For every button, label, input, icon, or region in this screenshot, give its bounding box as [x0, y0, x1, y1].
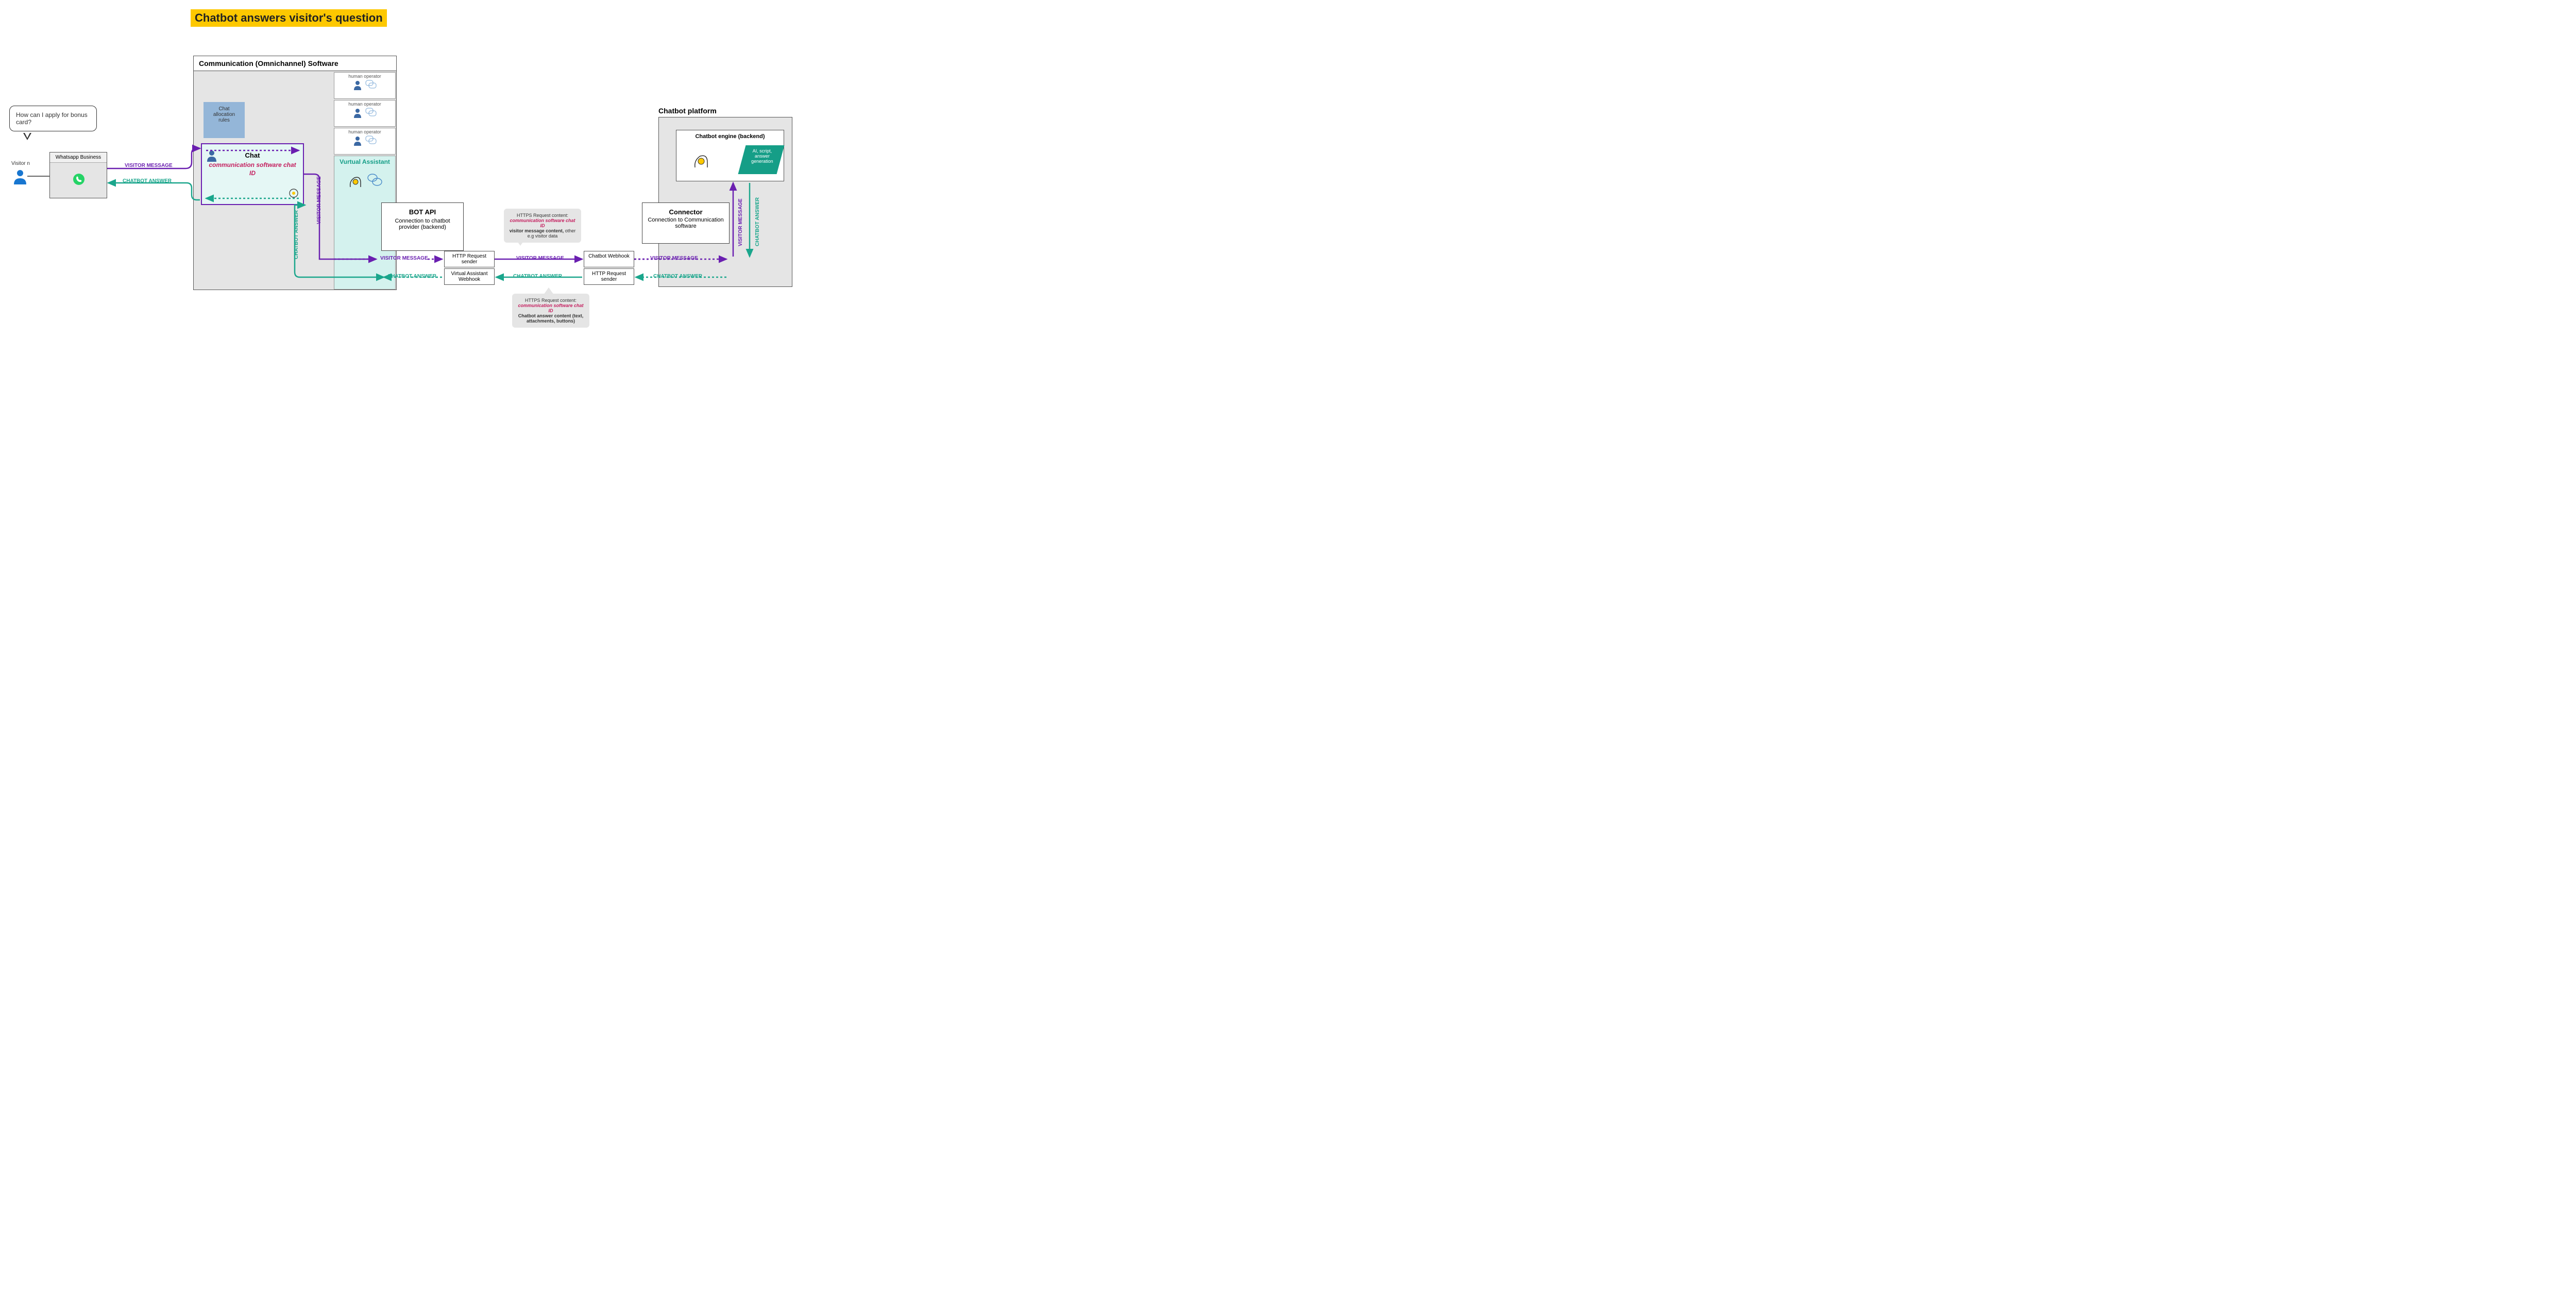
comm-software-title: Communication (Omnichannel) Software: [194, 56, 396, 71]
chatbot-engine-title: Chatbot engine (backend): [676, 130, 784, 143]
operator-person-icon: [353, 80, 362, 90]
bot-api-title: BOT API: [386, 208, 459, 216]
http-request-sender-2: HTTP Request sender: [584, 268, 634, 285]
callout-request-visitor: HTTPS Request content: communication sof…: [504, 209, 581, 243]
operator-chat-icon: [365, 80, 377, 89]
bot-api-box: BOT API Connection to chatbot provider (…: [381, 202, 464, 251]
callout2-line1: HTTPS Request content:: [516, 298, 585, 303]
arrow-label-visitor-msg-1: VISITOR MESSAGE: [125, 163, 173, 168]
visitor-speech-bubble: How can I apply for bonus card?: [9, 106, 97, 131]
virtual-assistant-title: Vurtual Assistant: [334, 156, 395, 167]
callout1-line3: visitor message content,: [510, 228, 564, 233]
arrow-label-visitor-msg-v2: VISITOR MESSAGE: [738, 198, 743, 246]
arrow-label-visitor-msg-3: VISITOR MESSAGE: [516, 256, 564, 261]
chat-title: Chat: [206, 151, 299, 159]
chat-operator-icon: [206, 149, 217, 164]
arrow-label-visitor-msg-2: VISITOR MESSAGE: [380, 256, 428, 261]
engine-head-gear-icon: [692, 151, 709, 171]
callout2-tail: [544, 287, 554, 295]
chatbot-webhook-box: Chatbot Webhook: [584, 251, 634, 267]
human-operator-2: human operator: [334, 100, 396, 127]
va-webhook-box: Virtual Assistant Webhook: [444, 268, 495, 285]
whatsapp-icon: [73, 173, 85, 188]
arrow-label-visitor-msg-v1: VISITOR MESSAGE: [316, 176, 322, 224]
bot-api-subtitle: Connection to chatbot provider (backend): [386, 218, 459, 230]
human-operator-3: human operator: [334, 128, 396, 155]
connector-subtitle: Connection to Communication software: [647, 217, 725, 229]
chat-subtitle: communication software chat ID: [206, 161, 299, 177]
whatsapp-box: Whatsapp Business: [49, 152, 107, 198]
arrow-label-visitor-msg-4: VISITOR MESSAGE: [650, 256, 698, 261]
callout-request-answer: HTTPS Request content: communication sof…: [512, 294, 589, 328]
arrow-label-chatbot-ans-1: CHATBOT ANSWER: [123, 178, 172, 184]
operator-person-icon: [353, 108, 362, 118]
operator-person-icon: [353, 135, 362, 146]
visitor-person-icon: [13, 169, 27, 187]
human-operator-1: human operator: [334, 72, 396, 99]
arrow-label-chatbot-ans-4: CHATBOT ANSWER: [653, 274, 702, 279]
operator-chat-icon: [365, 108, 377, 117]
va-chat-icon: [367, 173, 382, 187]
http-request-sender-1: HTTP Request sender: [444, 251, 495, 267]
connector-box: Connector Connection to Communication so…: [642, 202, 730, 244]
callout1-line1: HTTPS Request content:: [508, 213, 577, 218]
chatbot-platform-title: Chatbot platform: [658, 107, 717, 115]
operator-label-1: human operator: [335, 74, 394, 79]
arrow-label-chatbot-ans-3: CHATBOT ANSWER: [513, 274, 562, 279]
chat-box: Chat communication software chat ID: [201, 143, 304, 205]
operator-chat-icon: [365, 135, 377, 145]
ai-script-label: AI, script, answer generation: [738, 145, 784, 174]
chat-robot-icon: [289, 188, 299, 201]
visitor-label: Visitor n: [11, 161, 30, 166]
callout1-tail: [515, 239, 526, 246]
callout1-line2: communication software chat ID: [510, 218, 575, 228]
va-head-gear-icon: [347, 173, 363, 189]
speech-tail: [23, 133, 31, 140]
connector-title: Connector: [647, 208, 725, 216]
visitor-question-text: How can I apply for bonus card?: [16, 111, 88, 126]
whatsapp-title: Whatsapp Business: [50, 152, 107, 163]
arrow-label-chatbot-ans-v2: CHATBOT ANSWER: [755, 197, 760, 246]
operator-label-2: human operator: [335, 101, 394, 107]
arrow-label-chatbot-ans-v1: CHATBOT ANSWER: [294, 210, 299, 259]
page-title: Chatbot answers visitor's question: [191, 9, 387, 27]
callout2-line2: communication software chat ID: [518, 303, 583, 313]
chat-allocation-rules: Chat allocation rules: [204, 102, 245, 138]
arrow-label-chatbot-ans-2: CHATBOT ANSWER: [387, 274, 436, 279]
callout2-line3: Chatbot answer content (text, attachment…: [518, 313, 584, 324]
operator-label-3: human operator: [335, 129, 394, 134]
